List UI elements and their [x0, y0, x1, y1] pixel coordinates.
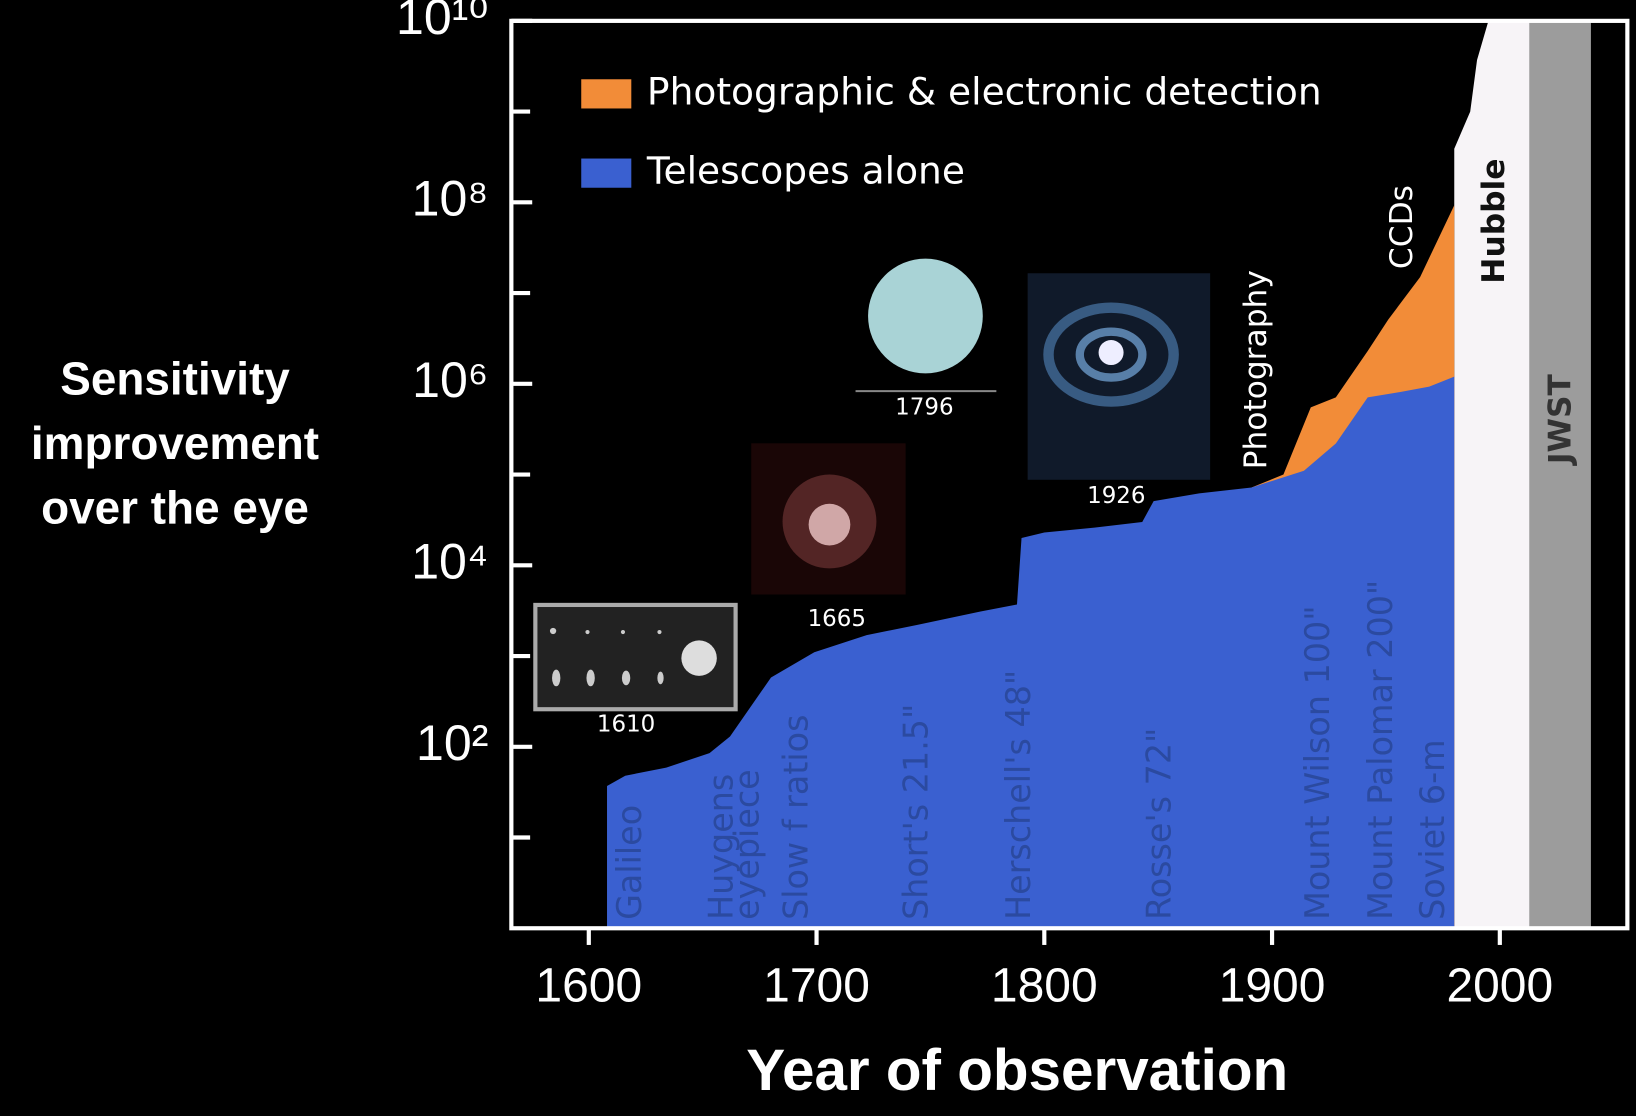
y-tick-label: 10⁶ [412, 352, 488, 408]
legend-label: Photographic & electronic detection [647, 69, 1322, 113]
moon-dot [657, 629, 662, 635]
y-tick-label: 10¹⁰ [396, 0, 488, 45]
moon-phase [621, 670, 631, 686]
x-tick-label: 1900 [1219, 959, 1326, 1012]
y-axis-label-box: Sensitivity improvement over the eye [30, 353, 320, 535]
y-tick-label: 10⁸ [412, 171, 489, 227]
y-tick-label: 10⁴ [411, 534, 488, 590]
milestone-label: Soviet 6-m [1413, 739, 1452, 920]
milestone-label: eyepiece [728, 769, 767, 920]
inset-caption: 1796 [895, 394, 953, 420]
moon-phase [552, 669, 561, 687]
x-tick-label: 1700 [763, 959, 870, 1012]
uranus [868, 258, 983, 374]
milestone-label: Slow f ratios [777, 715, 816, 920]
milestone-label: Huygens [702, 774, 741, 920]
x-tick-label: 1800 [991, 959, 1098, 1012]
band-label: Hubble [1476, 159, 1512, 284]
spiral-arm [1043, 302, 1179, 407]
galaxy-core [1098, 340, 1124, 366]
inset-caption: 1665 [808, 606, 866, 632]
inset-1796 [855, 258, 997, 393]
moon-phase [657, 671, 664, 685]
plot-area: Hubble JWST 10² 10⁴ 10⁶ 10⁸ 10¹⁰ 1600 1700 1800 19… [396, 0, 1630, 1012]
band-area [1454, 20, 1530, 929]
milestone-label: Rosse's 72" [1140, 728, 1179, 920]
event-label: CCDs [1384, 185, 1420, 269]
legend-swatch [581, 158, 632, 188]
moon-phase [586, 669, 595, 687]
milestone-label: Mount Palomar 200" [1361, 580, 1400, 920]
series-area [607, 376, 1455, 929]
inset-1926 [1027, 273, 1211, 480]
inset-caption: 1926 [1087, 483, 1145, 509]
event-label: Photography [1238, 270, 1274, 469]
inset-1610 [533, 602, 738, 712]
cluster-core [808, 503, 851, 546]
venus [681, 640, 717, 676]
legend-swatch [581, 79, 632, 109]
milestone-label: Herschell's 48" [999, 670, 1038, 920]
band [1529, 20, 1591, 929]
moon-dot [549, 627, 557, 635]
milestone-label: Short's 21.5" [897, 704, 936, 920]
y-axis-label: Sensitivity improvement over the eye [30, 353, 320, 535]
moon-dot [620, 629, 626, 635]
x-tick-label: 2000 [1446, 959, 1553, 1012]
legend-label: Telescopes alone [646, 149, 965, 193]
band-label: JWST [1543, 373, 1579, 466]
y-tick-label: 10² [416, 715, 488, 771]
x-axis-label: Year of observation [746, 1038, 1288, 1103]
inset-caption: 1610 [597, 711, 655, 737]
inset-1665 [751, 443, 906, 595]
moon-dot [585, 629, 590, 635]
x-tick-label: 1600 [535, 959, 642, 1012]
milestone-label: Mount Wilson 100" [1298, 605, 1337, 920]
milestone-label: Galileo [610, 805, 649, 920]
spiral-arm [1075, 327, 1147, 382]
